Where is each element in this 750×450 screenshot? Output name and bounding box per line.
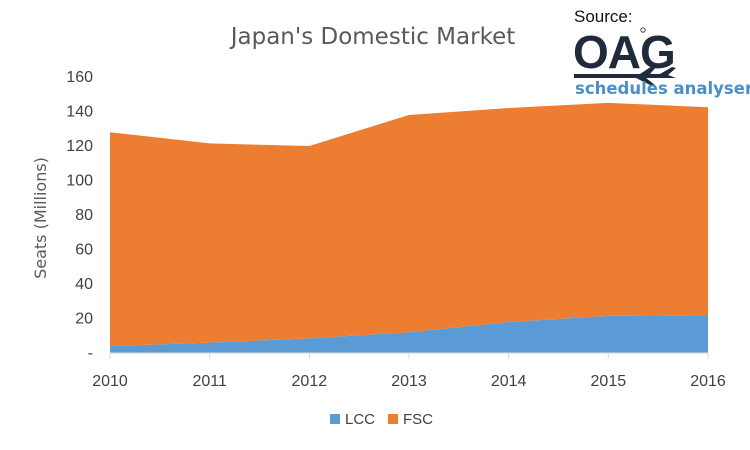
y-tick-label: 140 [66,104,93,121]
registered-mark-icon [640,27,646,33]
x-tick-label: 2016 [690,373,726,390]
x-tick-label: 2014 [491,373,527,390]
y-axis-ticks: - 20 40 60 80 100 120 140 160 [66,69,93,362]
y-tick-label: 60 [75,242,93,259]
airplane-icon [574,66,676,85]
legend: LCC FSC [330,411,433,428]
x-tick-label: 2013 [391,373,427,390]
oag-product: schedules analyser [575,79,750,98]
x-tick-label: 2015 [591,373,627,390]
y-tick-label: 100 [66,173,93,190]
x-tick-label: 2012 [292,373,328,390]
chart-title: Japan's Domestic Market [229,24,516,50]
source-label: Source: [574,7,633,26]
area-fsc [110,102,708,347]
legend-swatch-fsc [388,414,398,424]
source-logo: Source: OAG schedules analyser [573,7,750,98]
legend-label-lcc: LCC [345,411,375,428]
y-tick-label: 160 [66,69,93,86]
y-tick-label: - [88,345,93,362]
y-tick-label: 20 [75,311,93,328]
x-axis-ticks: 2010 2011 2012 2013 2014 2015 2016 [92,373,726,390]
area-lcc [110,315,708,353]
area-layer [110,102,708,353]
legend-label-fsc: FSC [403,411,433,428]
y-tick-label: 120 [66,138,93,155]
x-tick-label: 2011 [192,373,227,390]
y-tick-label: 40 [75,276,93,293]
legend-swatch-lcc [330,414,340,424]
oag-brand: OAG [573,26,675,78]
y-axis-label: Seats (Millions) [31,157,50,279]
x-axis [109,352,709,359]
x-tick-label: 2010 [92,373,128,390]
y-tick-label: 80 [75,207,93,224]
